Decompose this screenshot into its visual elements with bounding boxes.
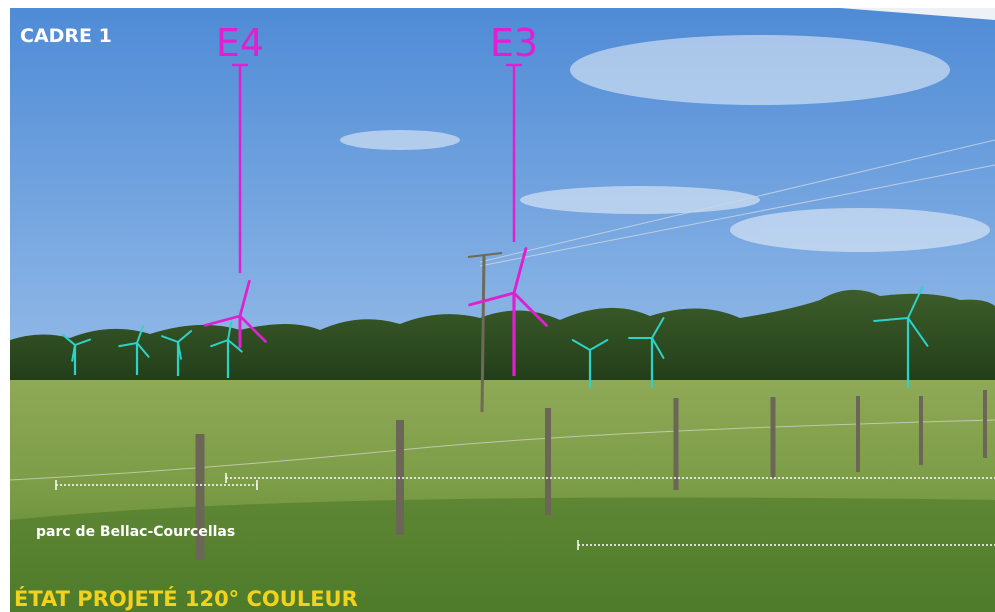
turbine-label: E4	[216, 21, 264, 65]
fence-post	[856, 396, 860, 472]
frame-label: CADRE 1	[20, 25, 112, 47]
turbine-label: E3	[490, 21, 538, 65]
fence-post	[983, 390, 987, 458]
fence-post	[674, 398, 679, 490]
page: CADRE 1 E4 E3 parc de Bellac-Courcellas …	[0, 0, 995, 612]
fence-post	[919, 396, 923, 465]
park-label: parc de Bellac-Courcellas	[36, 524, 235, 540]
fence-post	[771, 397, 776, 478]
photomontage: CADRE 1 E4 E3 parc de Bellac-Courcellas …	[0, 0, 995, 612]
fence-post	[545, 408, 551, 515]
fence-post	[196, 434, 205, 560]
caption: ÉTAT PROJETÉ 120° COULEUR	[14, 586, 358, 611]
